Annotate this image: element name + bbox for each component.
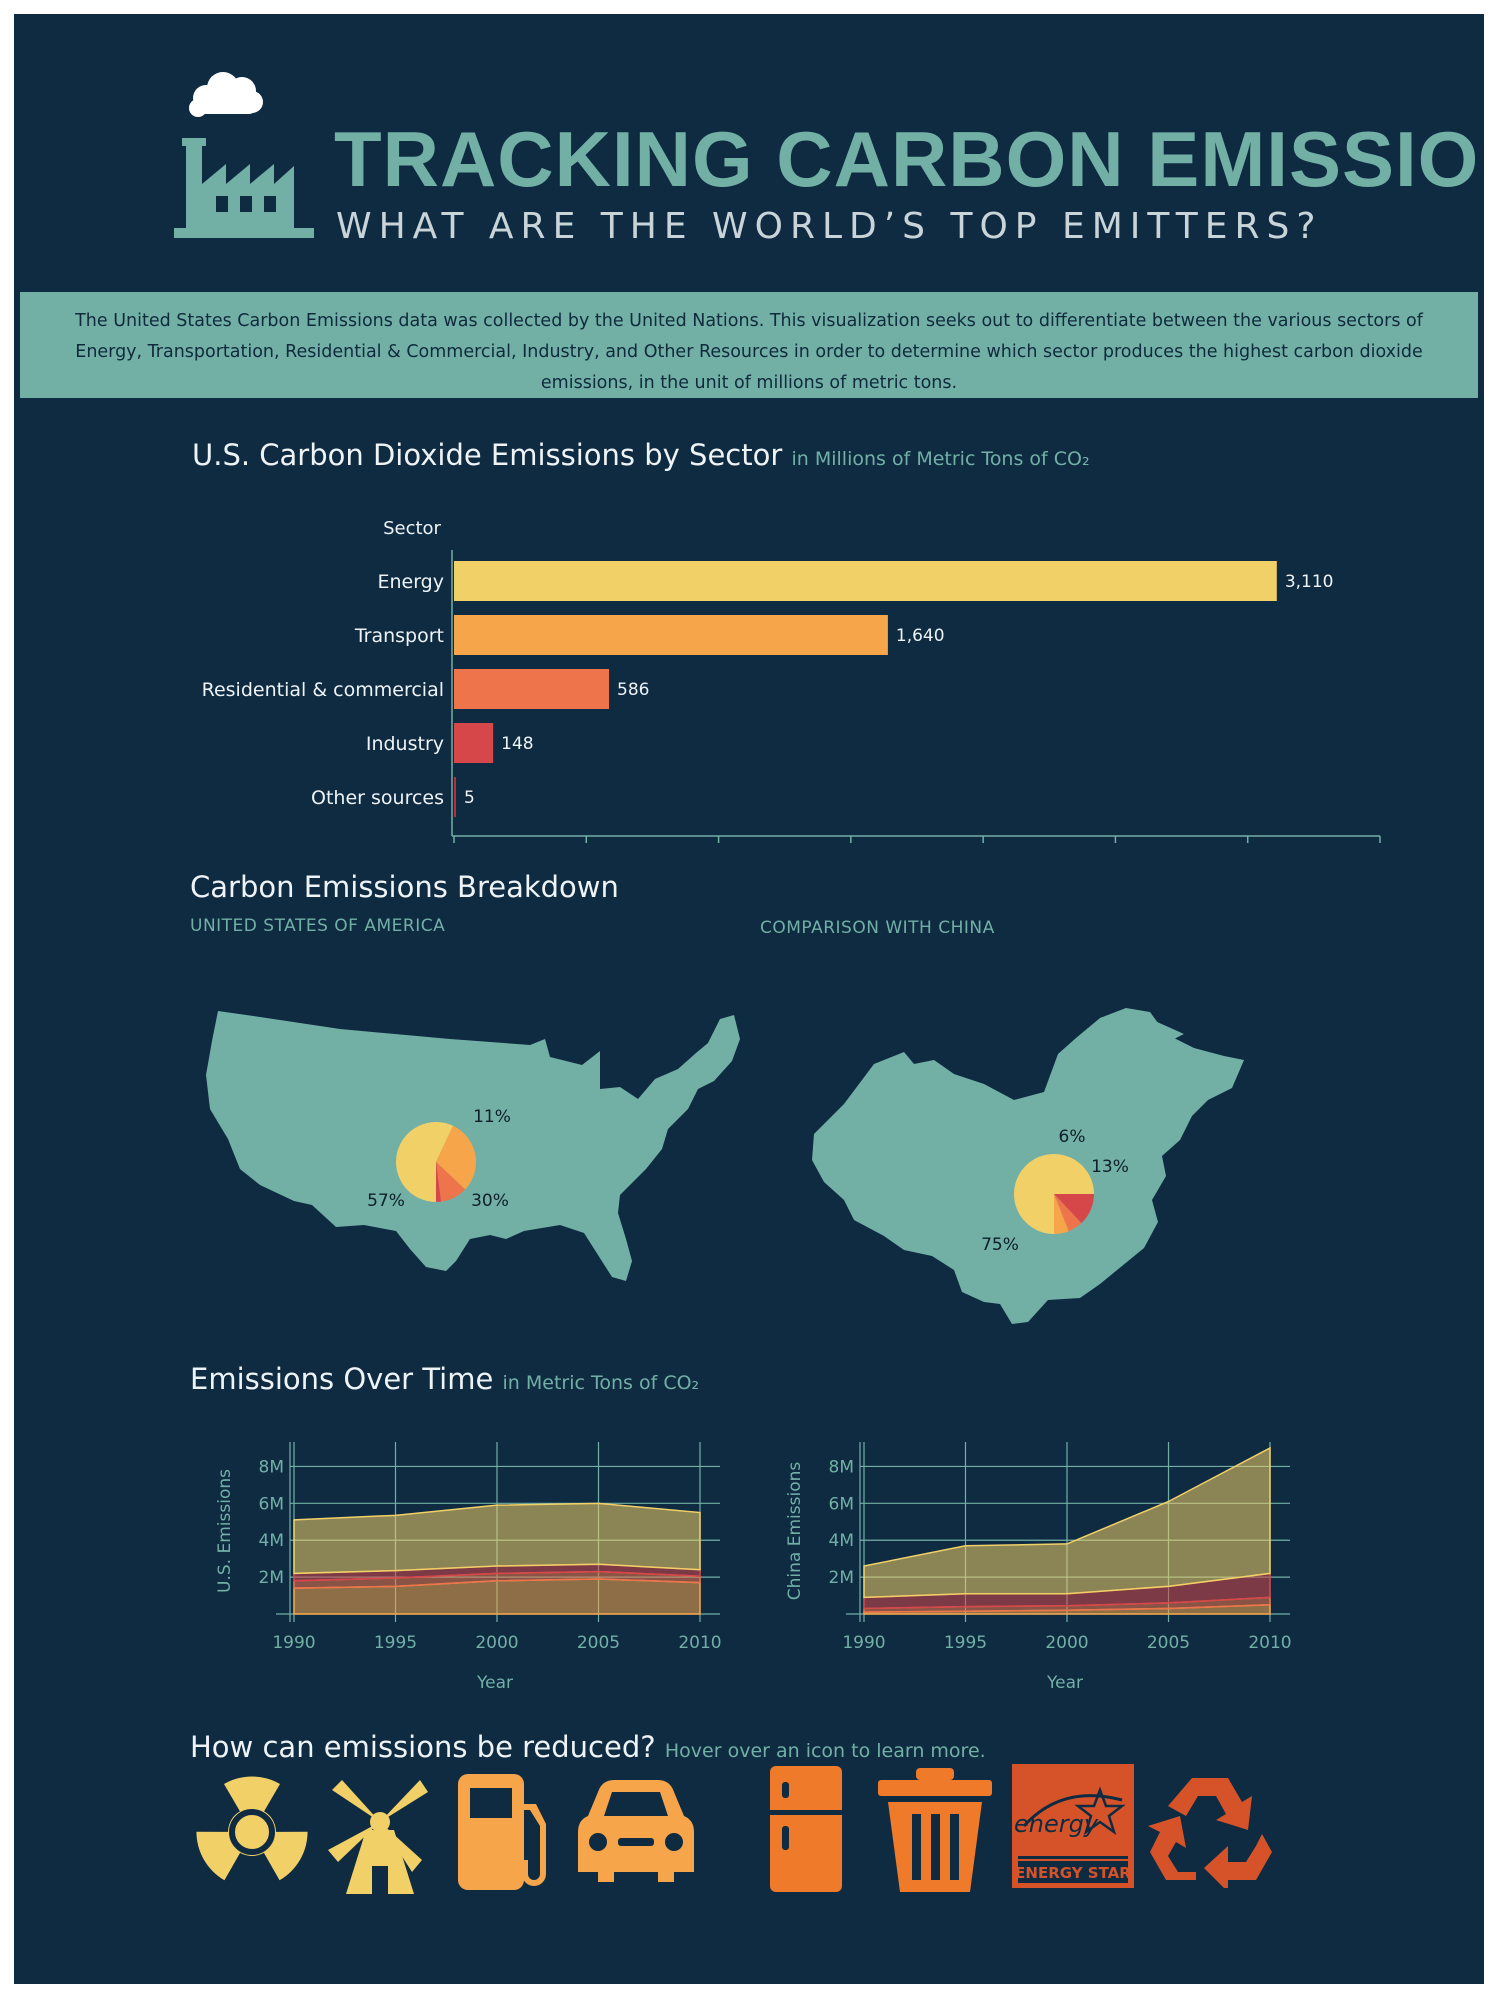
x-tick-label: 1995: [944, 1633, 987, 1653]
time-title-text: Emissions Over Time: [190, 1362, 494, 1396]
x-tick-label: 1500: [829, 853, 872, 854]
pie-slice: [436, 1125, 477, 1190]
y-tick-label: 2M: [829, 1568, 854, 1588]
y-axis-label: China Emissions: [785, 1462, 805, 1601]
area-energy: [293, 1502, 701, 1575]
energy-star-icon[interactable]: energy ENERGY STAR: [1012, 1764, 1134, 1888]
pie-label: 75%: [981, 1235, 1019, 1255]
pie-slice: [1054, 1194, 1069, 1234]
sector-bar-chart: Sector Energy 3,110 Transport 1,640 Residenti…: [202, 518, 1402, 854]
pie-slice: [436, 1162, 442, 1202]
y-tick-label: 6M: [829, 1494, 854, 1514]
x-axis-label: Year: [476, 1673, 513, 1693]
reduce-title: How can emissions be reduced? Hover over…: [190, 1730, 986, 1764]
svg-text:energy: energy: [1014, 1810, 1099, 1838]
x-tick-label: 2010: [678, 1633, 721, 1653]
reduce-subtitle: Hover over an icon to learn more.: [664, 1740, 986, 1762]
x-tick-label: 1990: [842, 1633, 885, 1653]
pie-label: 30%: [471, 1191, 509, 1211]
y-tick-label: 6M: [259, 1494, 284, 1514]
bar-chart-title: U.S. Carbon Dioxide Emissions by Sector …: [192, 438, 1090, 472]
x-tick-label: 2500: [1094, 853, 1137, 854]
x-tick-label: 2000: [475, 1633, 518, 1653]
category-label: Industry: [366, 733, 444, 755]
car-icon[interactable]: [574, 1776, 698, 1884]
x-tick-label: 1995: [374, 1633, 417, 1653]
x-tick-label: 0: [449, 853, 460, 854]
pie-slice: [1054, 1194, 1082, 1232]
x-tick-label: 2000: [962, 853, 1005, 854]
pie-label: 57%: [367, 1191, 405, 1211]
radiation-icon[interactable]: [190, 1776, 314, 1888]
usa-map: [206, 1011, 740, 1281]
x-tick-label: 3000: [1226, 853, 1269, 854]
x-tick-label: 2005: [1147, 1633, 1190, 1653]
pie-charts: 57% 30% 11% 75% 13%6%: [367, 1107, 1129, 1255]
pie-label: 13%: [1091, 1157, 1129, 1177]
bar-transport: [454, 615, 888, 655]
category-label: Energy: [377, 571, 444, 593]
us-caption: UNITED STATES OF AMERICA: [190, 916, 446, 936]
pie-slice: [1054, 1194, 1094, 1224]
x-tick-label: 500: [570, 853, 602, 854]
intro-banner: The United States Carbon Emissions data …: [20, 292, 1478, 398]
x-tick-label: 3500: [1358, 853, 1401, 854]
bar-value-label: 3,110: [1285, 572, 1334, 592]
reduce-title-text: How can emissions be reduced?: [190, 1730, 656, 1764]
recycle-icon[interactable]: [1146, 1772, 1274, 1888]
bar-value-label: 1,640: [896, 626, 945, 646]
bar-value-label: 5: [464, 788, 475, 808]
infographic: TRACKING CARBON EMISSIONS WHAT ARE THE W…: [14, 14, 1484, 1984]
china-caption: COMPARISON WITH CHINA: [760, 918, 995, 938]
bar-residential-commercial: [454, 669, 610, 709]
y-tick-label: 4M: [829, 1531, 854, 1551]
x-tick-label: 2010: [1248, 1633, 1291, 1653]
y-tick-label: 8M: [829, 1457, 854, 1477]
time-title: Emissions Over Time in Metric Tons of CO…: [190, 1362, 699, 1396]
page-title: TRACKING CARBON EMISSIONS: [334, 115, 1484, 203]
pie-label: 6%: [1059, 1127, 1086, 1147]
bar-value-label: 148: [501, 734, 533, 754]
pie-slice: [436, 1162, 466, 1202]
energy-star-label: ENERGY STAR: [1015, 1864, 1131, 1882]
bar-chart-subtitle: in Millions of Metric Tons of CO₂: [791, 448, 1090, 470]
refrigerator-icon[interactable]: [768, 1764, 844, 1894]
bar-industry: [454, 723, 494, 763]
category-label: Other sources: [311, 787, 444, 809]
bar-chart-title-text: U.S. Carbon Dioxide Emissions by Sector: [192, 438, 783, 472]
x-axis-label: Year: [1046, 1673, 1083, 1693]
gas-pump-icon[interactable]: [452, 1764, 560, 1894]
windmill-icon[interactable]: [328, 1770, 432, 1894]
page-subtitle: WHAT ARE THE WORLD’S TOP EMITTERS?: [336, 206, 1323, 247]
bar-other-sources: [454, 777, 456, 817]
x-tick-label: 1990: [272, 1633, 315, 1653]
y-axis-label: Sector: [383, 518, 441, 539]
area-charts: 2M 4M 6M 8M 1990 1995 2000 2005 2010 Year U.S. Emi…: [215, 1442, 1292, 1693]
x-tick-label: 1000: [697, 853, 740, 854]
x-tick-label: 2005: [577, 1633, 620, 1653]
pie-label: 11%: [473, 1107, 511, 1127]
y-axis-label: U.S. Emissions: [215, 1469, 235, 1593]
x-tick-label: 2000: [1045, 1633, 1088, 1653]
category-label: Residential & commercial: [202, 679, 444, 701]
factory-icon: [174, 72, 314, 238]
reduction-icons: energy ENERGY STAR: [190, 1764, 1310, 1894]
category-label: Transport: [354, 625, 444, 647]
pie-slice: [396, 1122, 454, 1202]
bar-value-label: 586: [617, 680, 649, 700]
time-subtitle: in Metric Tons of CO₂: [502, 1372, 700, 1394]
y-tick-label: 8M: [259, 1457, 284, 1477]
y-tick-label: 2M: [259, 1568, 284, 1588]
y-tick-label: 4M: [259, 1531, 284, 1551]
trash-can-icon[interactable]: [874, 1768, 996, 1892]
area-energy: [863, 1446, 1271, 1599]
breakdown-title: Carbon Emissions Breakdown: [190, 870, 619, 904]
bar-energy: [454, 561, 1277, 601]
